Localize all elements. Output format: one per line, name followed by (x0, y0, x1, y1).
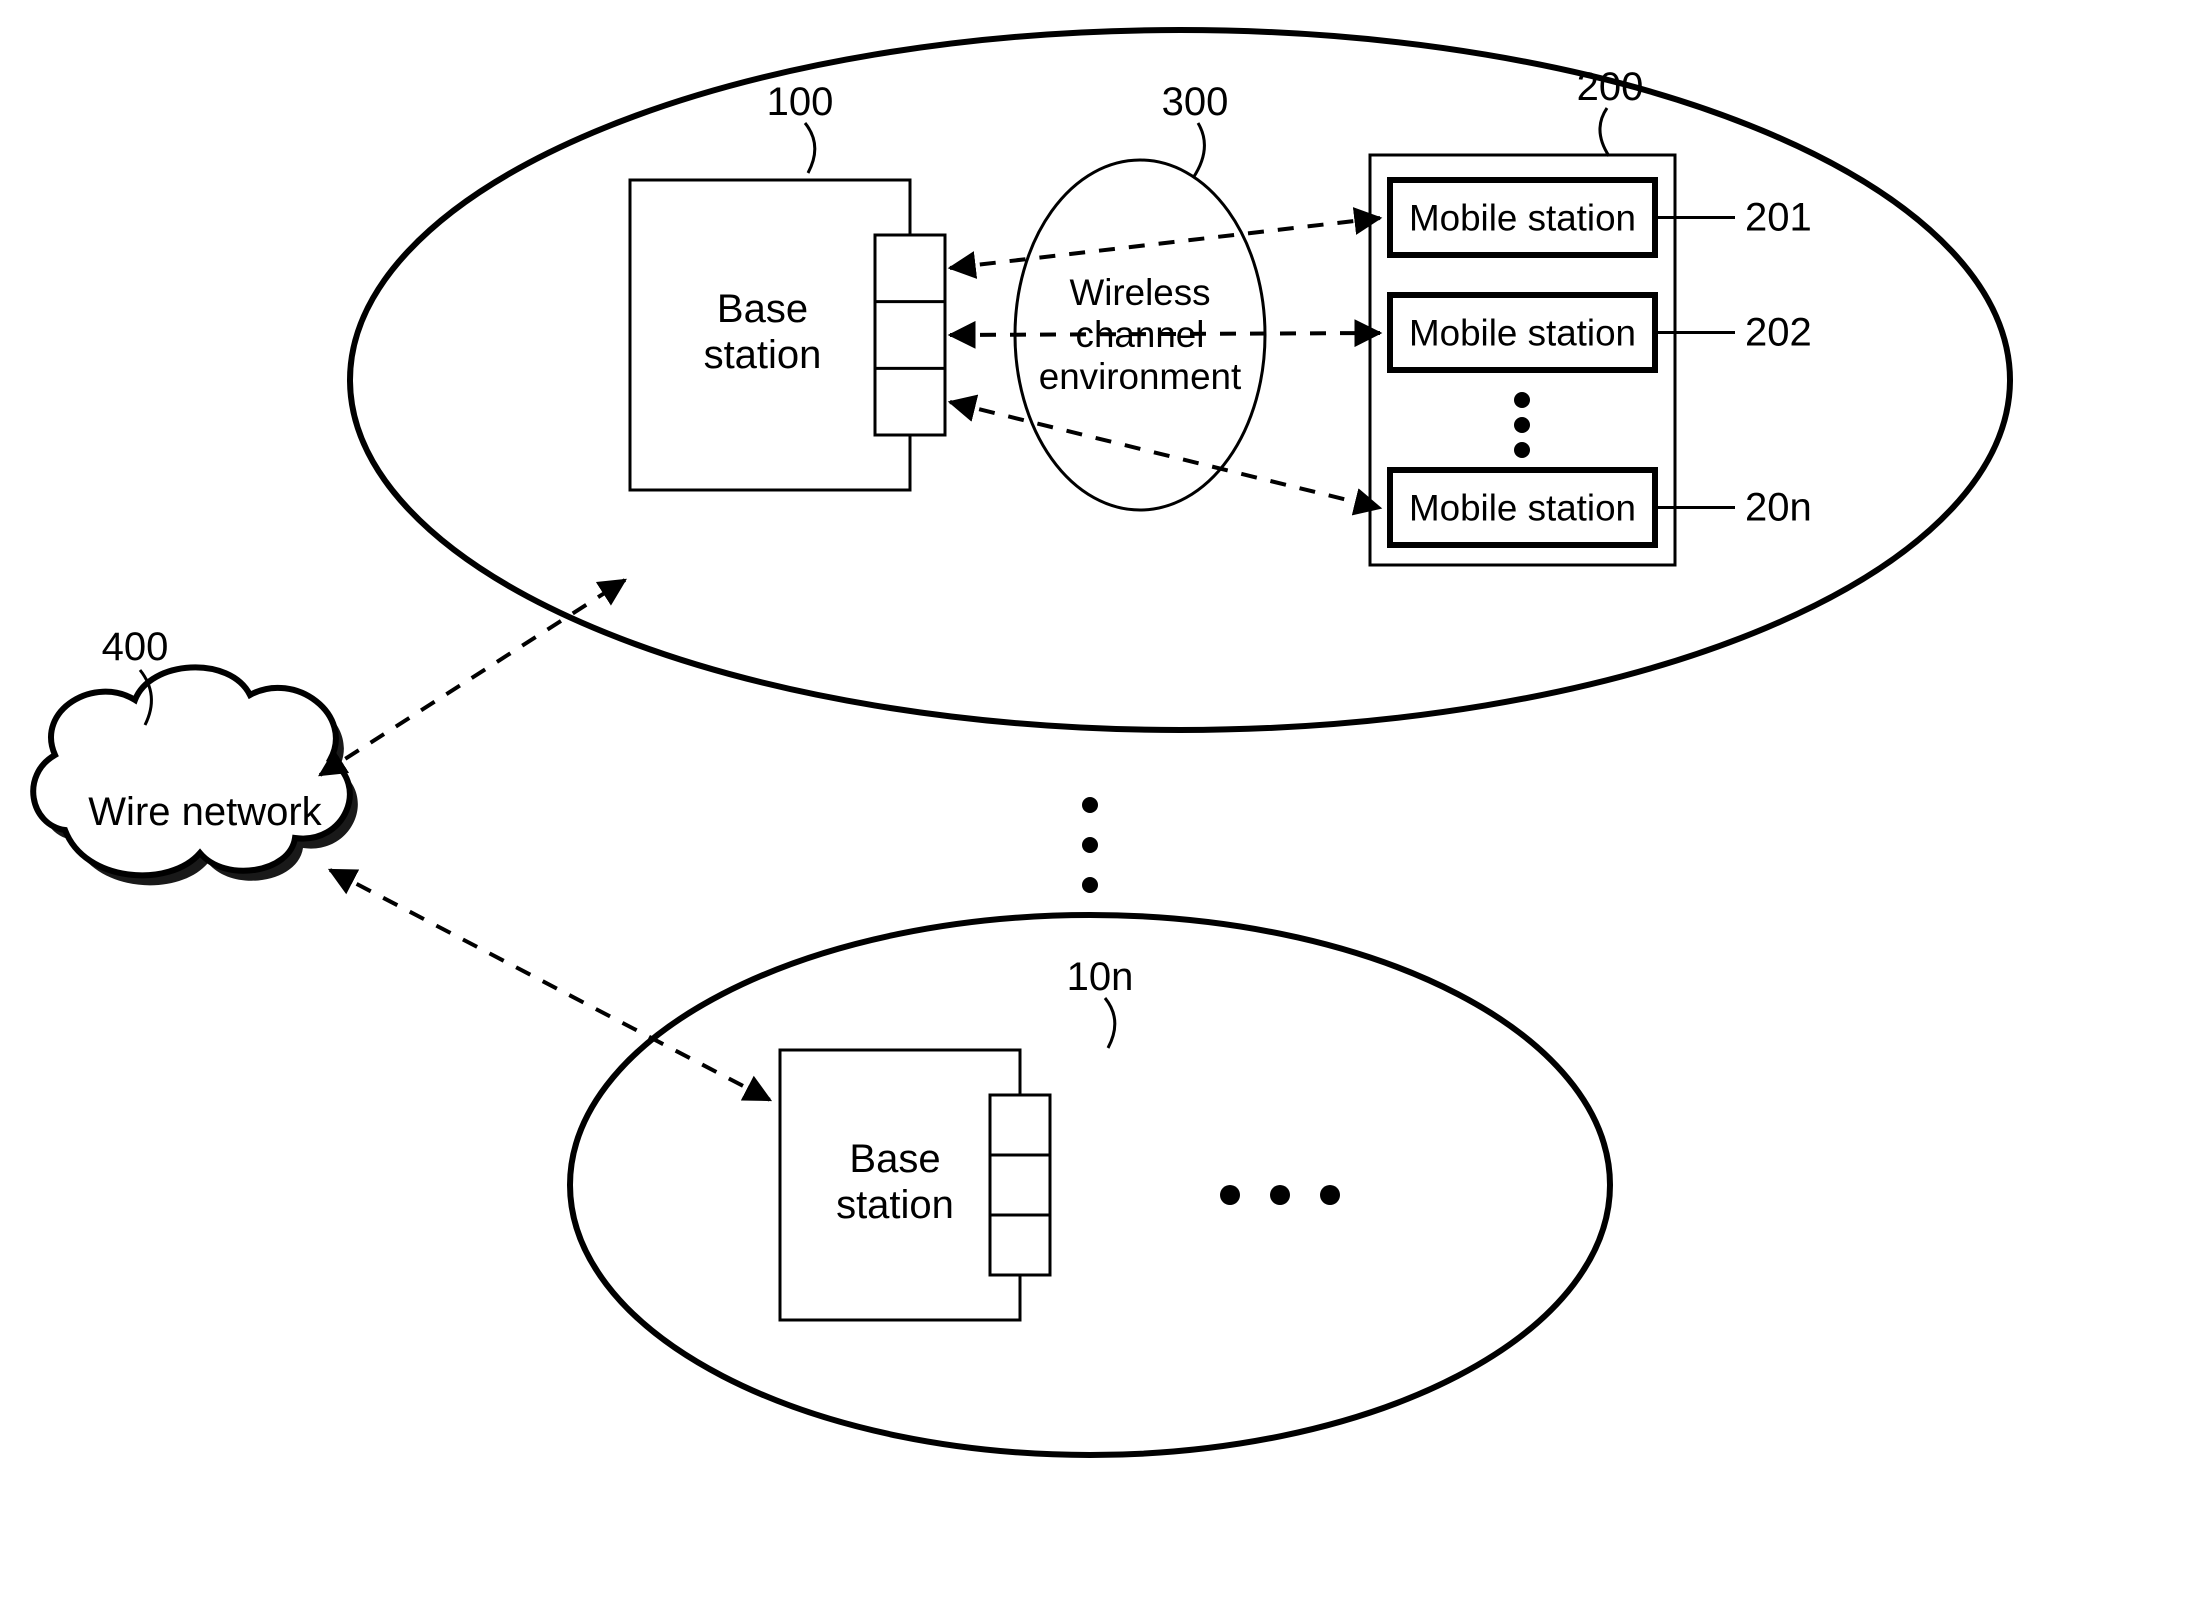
svg-text:300: 300 (1162, 80, 1229, 124)
svg-text:20n: 20n (1745, 486, 1812, 530)
svg-text:Base: Base (849, 1137, 940, 1181)
svg-text:station: station (836, 1183, 954, 1227)
svg-text:environment: environment (1039, 356, 1242, 397)
svg-text:400: 400 (102, 625, 169, 669)
svg-text:Base: Base (717, 287, 808, 331)
network-diagram: Wire network400Basestation100Wirelesscha… (0, 0, 2211, 1619)
svg-text:202: 202 (1745, 311, 1812, 355)
svg-text:100: 100 (767, 80, 834, 124)
svg-text:Wire network: Wire network (88, 790, 322, 834)
svg-text:station: station (704, 333, 822, 377)
svg-text:Mobile station: Mobile station (1409, 488, 1636, 529)
svg-text:Mobile station: Mobile station (1409, 198, 1636, 239)
svg-text:10n: 10n (1067, 955, 1134, 999)
svg-text:200: 200 (1577, 65, 1644, 109)
svg-text:Mobile station: Mobile station (1409, 313, 1636, 354)
svg-text:Wireless: Wireless (1069, 272, 1210, 313)
svg-text:201: 201 (1745, 196, 1812, 240)
